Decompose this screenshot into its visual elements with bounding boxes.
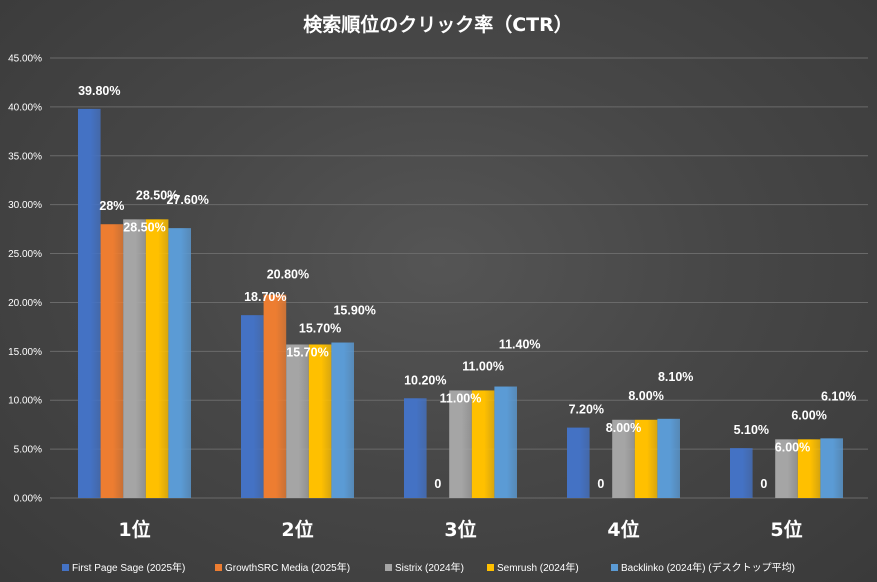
- data-label: 0: [434, 477, 441, 491]
- data-label: 5.10%: [734, 423, 769, 437]
- data-label: 15.70%: [286, 345, 328, 359]
- bar-3-3: [449, 390, 472, 498]
- data-label: 0: [760, 477, 767, 491]
- x-tick-label: 3位: [444, 518, 476, 541]
- y-tick-label: 45.00%: [8, 54, 42, 65]
- x-axis-ticks: 1位 2位 3位 4位 5位: [118, 518, 802, 541]
- bar-4-5: [797, 439, 821, 498]
- bar-3-4: [612, 419, 635, 498]
- y-tick-label: 30.00%: [8, 200, 42, 211]
- legend-swatch: [62, 564, 69, 571]
- legend-swatch: [611, 564, 618, 571]
- legend-item: Semrush (2024年): [487, 561, 579, 574]
- legend: First Page Sage (2025年) GrowthSRC Media (…: [62, 561, 795, 574]
- legend-label: First Page Sage (2025年): [72, 561, 185, 574]
- data-label: 6.00%: [791, 408, 826, 422]
- bar-1-1: [78, 108, 101, 498]
- data-label: 11.40%: [499, 338, 541, 352]
- bar-1-3: [404, 398, 427, 498]
- data-label: 27.60%: [166, 193, 208, 207]
- data-label: 8.10%: [658, 370, 693, 384]
- bar-2-1: [100, 224, 124, 498]
- data-label: 18.70%: [244, 290, 286, 304]
- data-label: 11.00%: [462, 359, 504, 373]
- data-label: 6.00%: [775, 440, 810, 454]
- bar-5-1: [168, 228, 191, 498]
- data-label: 15.90%: [333, 304, 375, 318]
- legend-label: Semrush (2024年): [497, 561, 579, 574]
- x-tick-label: 1位: [118, 518, 150, 541]
- data-label: 28.50%: [136, 188, 178, 202]
- bar-5-4: [657, 418, 680, 498]
- bars: [78, 108, 843, 499]
- bar-1-2: [241, 315, 264, 498]
- data-label: 10.20%: [404, 373, 446, 387]
- legend-label: Sistrix (2024年): [395, 561, 464, 574]
- bar-3-1: [123, 219, 146, 499]
- bar-1-4: [567, 427, 590, 498]
- bar-5-2: [331, 342, 354, 498]
- y-tick-label: 10.00%: [8, 396, 42, 407]
- legend-item: GrowthSRC Media (2025年): [215, 561, 350, 574]
- bar-4-3: [471, 390, 495, 498]
- bar-3-5: [775, 439, 798, 498]
- chart-title: 検索順位のクリック率（CTR）: [303, 13, 573, 36]
- legend-label: Backlinko (2024年) (デスクトップ平均): [621, 561, 795, 574]
- bar-4-4: [634, 419, 658, 498]
- data-label: 8.00%: [606, 421, 641, 435]
- legend-item: Backlinko (2024年) (デスクトップ平均): [611, 561, 795, 574]
- data-label: 7.20%: [569, 403, 604, 417]
- data-labels: 39.80% 28% 28.50% 28.50%27.60% 18.70% 20.80% 1…: [78, 84, 856, 491]
- legend-label: GrowthSRC Media (2025年): [225, 561, 350, 574]
- x-tick-label: 4位: [607, 518, 639, 541]
- data-label: 11.00%: [440, 391, 482, 405]
- y-tick-label: 35.00%: [8, 151, 42, 162]
- data-label: 0: [597, 477, 604, 491]
- legend-swatch: [215, 564, 222, 571]
- y-tick-label: 20.00%: [8, 298, 42, 309]
- y-tick-label: 0.00%: [14, 494, 42, 505]
- data-label: 8.00%: [628, 389, 663, 403]
- data-label: 39.80%: [78, 84, 120, 98]
- bar-2-2: [263, 294, 287, 498]
- bar-4-1: [145, 219, 169, 499]
- y-tick-label: 25.00%: [8, 249, 42, 260]
- data-label: 20.80%: [267, 268, 309, 282]
- bar-1-5: [730, 448, 753, 498]
- data-label: 15.70%: [299, 321, 341, 335]
- bar-5-3: [494, 386, 517, 498]
- x-tick-label: 5位: [770, 518, 802, 541]
- y-axis-ticks: 0.00% 5.00% 10.00% 15.00% 20.00% 25.00% 30.00%…: [8, 54, 42, 505]
- bar-4-2: [308, 344, 332, 498]
- data-label: 6.10%: [821, 389, 856, 403]
- legend-item: Sistrix (2024年): [385, 561, 464, 574]
- bar-5-5: [820, 438, 843, 498]
- y-tick-label: 5.00%: [14, 445, 42, 456]
- legend-swatch: [487, 564, 494, 571]
- x-tick-label: 2位: [281, 518, 313, 541]
- y-tick-label: 15.00%: [8, 347, 42, 358]
- data-label: 28.50%: [123, 220, 165, 234]
- legend-item: First Page Sage (2025年): [62, 561, 185, 574]
- bar-3-2: [286, 344, 309, 498]
- legend-swatch: [385, 564, 392, 571]
- y-tick-label: 40.00%: [8, 102, 42, 113]
- data-label: 28%: [99, 199, 124, 213]
